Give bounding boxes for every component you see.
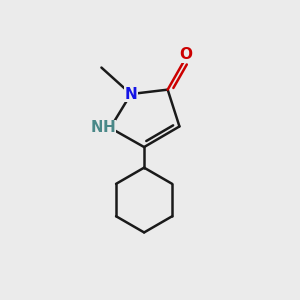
Text: O: O [179, 47, 192, 62]
Text: N: N [90, 120, 103, 135]
Text: N: N [124, 87, 137, 102]
Text: H: H [103, 120, 116, 135]
